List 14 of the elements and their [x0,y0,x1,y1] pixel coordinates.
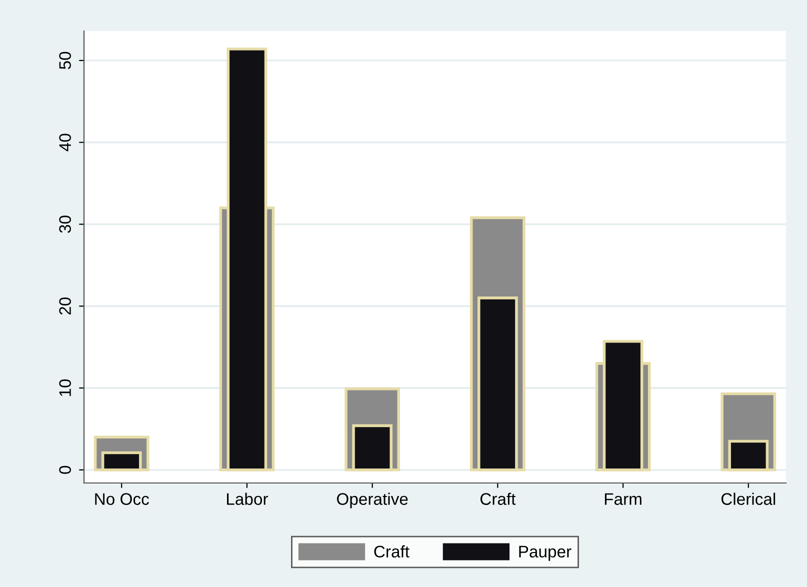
y-tick-label: 40 [59,134,71,152]
x-tick-label: Craft [480,492,516,505]
y-tick-label: 10 [59,379,71,396]
y-tick-label: 0 [59,466,71,474]
x-tick-label: Clerical [721,492,776,505]
legend-label: Craft [374,545,410,558]
y-tick-label: 20 [59,298,71,315]
y-tick-label: 30 [59,216,71,233]
x-tick-label: Operative [336,492,408,508]
x-tick-label: No Occ [95,493,149,505]
legend-label: Pauper [519,546,572,561]
x-tick-label: Labor [227,492,268,505]
x-tick-label: Farm [604,493,642,505]
y-tick-label: 50 [59,52,71,70]
